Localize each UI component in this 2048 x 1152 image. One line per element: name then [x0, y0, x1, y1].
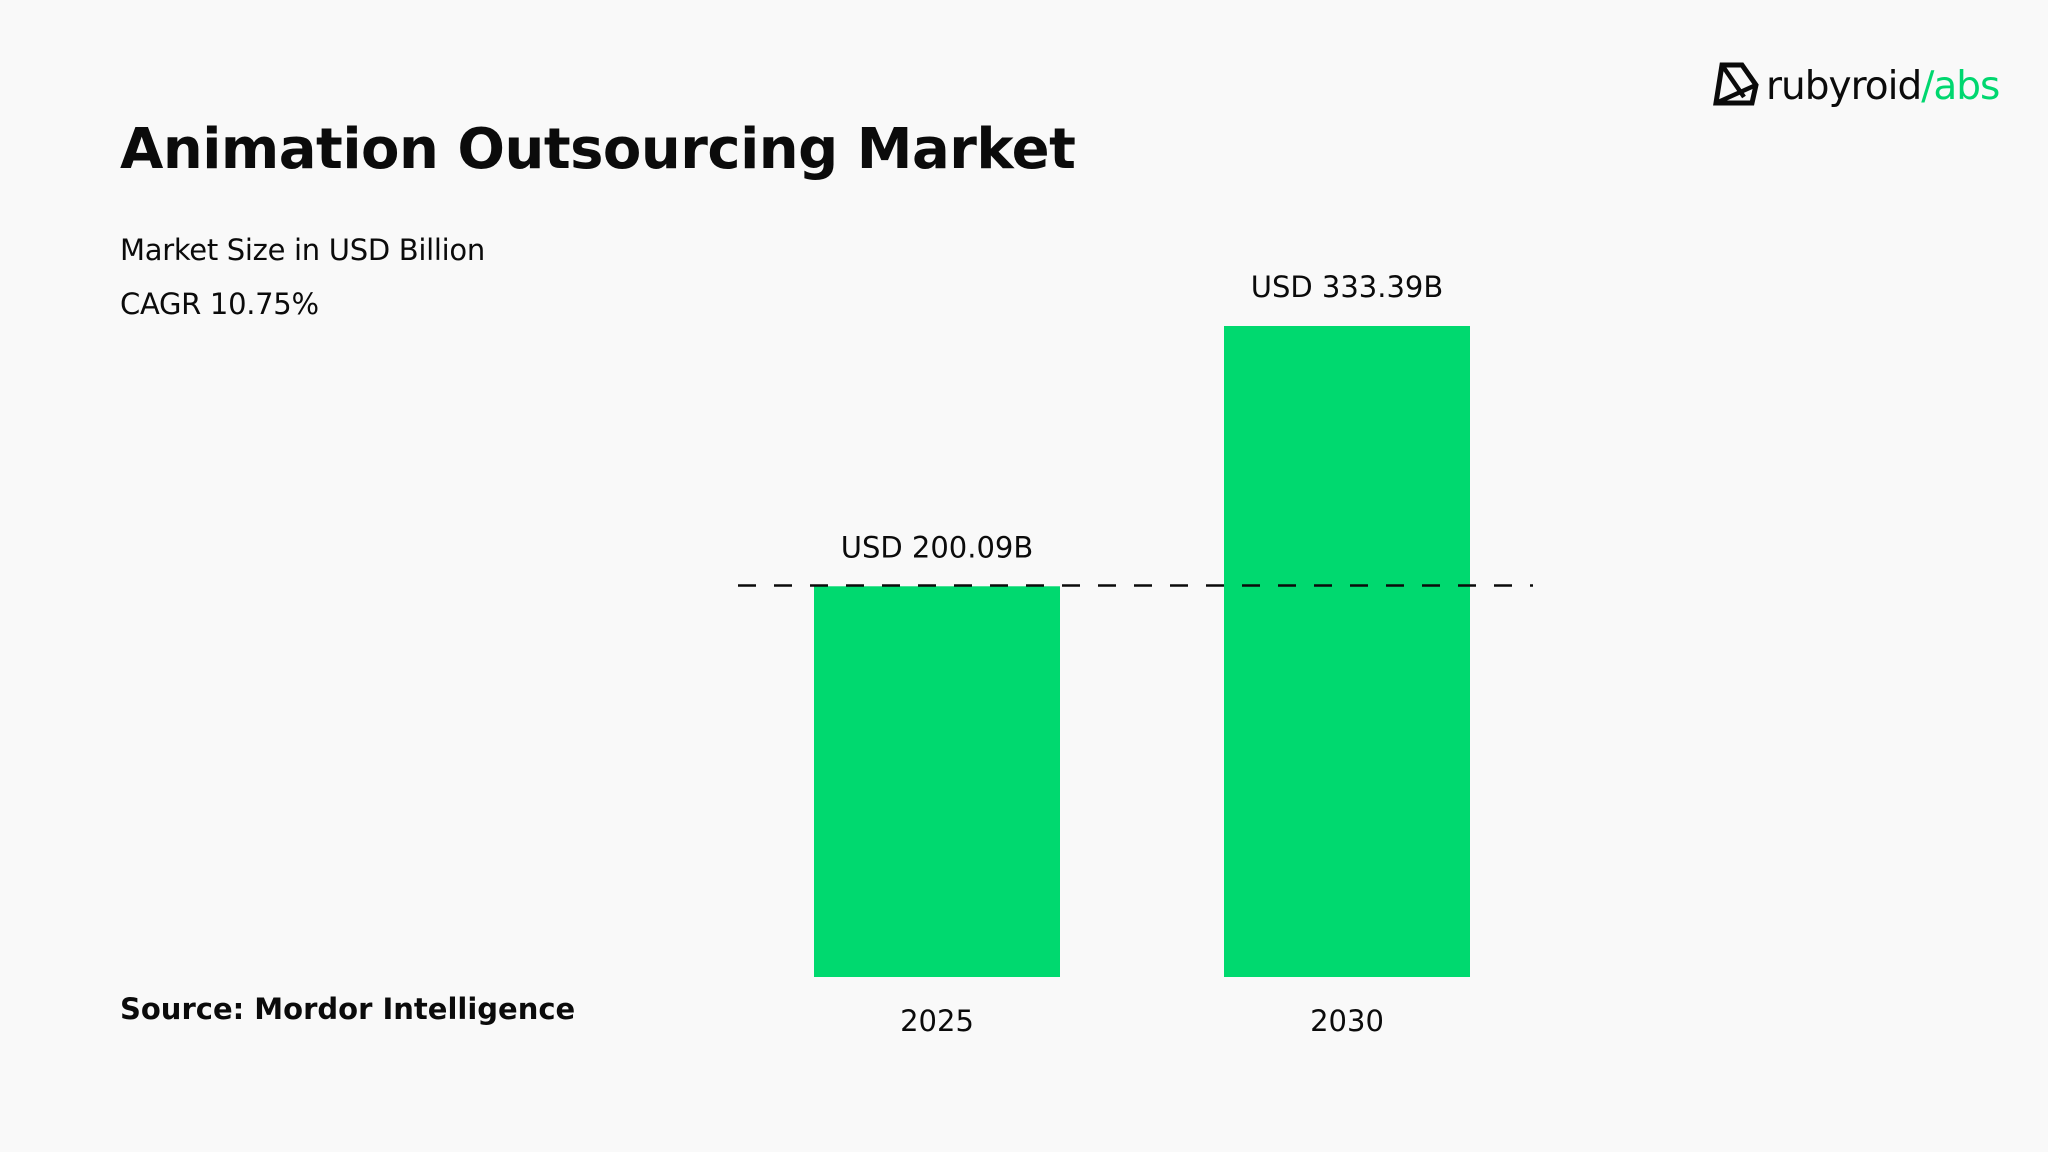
logo-wordmark: rubyroid/abs [1766, 63, 2000, 109]
bar-2030[interactable] [1224, 326, 1470, 977]
logo-word-accent: /abs [1921, 63, 2000, 109]
data-label-2030: USD 333.39B [1251, 270, 1444, 304]
cagr-label: CAGR 10.75% [120, 287, 319, 321]
logo-word-primary: rubyroid [1766, 63, 1922, 109]
unit-label: Market Size in USD Billion [120, 233, 485, 267]
x-tick-label-2030: 2030 [1310, 1004, 1384, 1038]
chart-title: Animation Outsourcing Market [120, 117, 1076, 182]
bar-2025[interactable] [814, 586, 1060, 977]
x-tick-label-2025: 2025 [900, 1004, 974, 1038]
diamond-gem-icon [1713, 62, 1759, 106]
source-note: Source: Mordor Intelligence [120, 992, 576, 1026]
data-label-2025: USD 200.09B [841, 530, 1034, 564]
rubyroid-labs-logo[interactable]: rubyroid/abs [1712, 58, 2000, 110]
